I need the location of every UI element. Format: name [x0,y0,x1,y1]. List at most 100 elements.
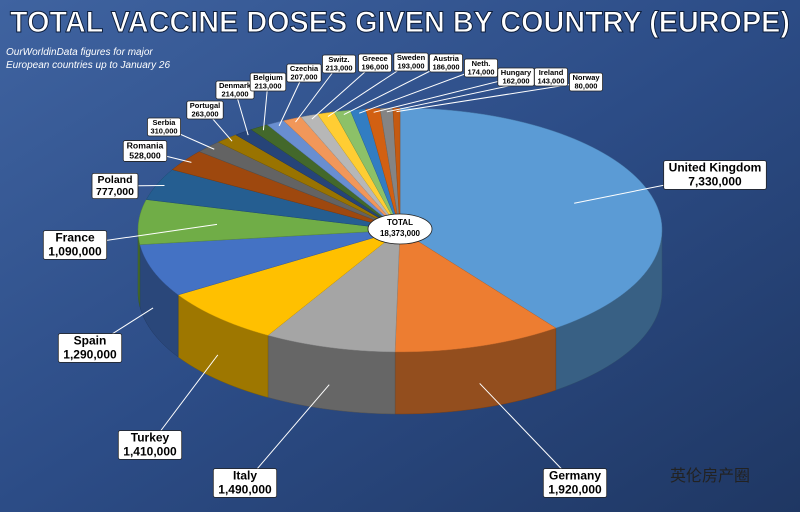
label-box [249,72,287,92]
leader-line [149,354,219,446]
label-value: 310,000 [150,126,177,135]
label-name: Ireland [539,68,564,77]
subtitle: OurWorldinData figures for major Europea… [6,47,170,71]
label-name: Portugal [190,101,220,110]
label-name: Hungary [501,68,532,77]
label-name: United Kingdom [669,161,762,175]
label-value: 193,000 [397,61,424,70]
label-name: Czechia [290,64,319,73]
label-name: Austria [433,54,460,63]
chart-title: TOTAL VACCINE DOSES GIVEN BY COUNTRY (EU… [10,6,790,39]
label-name: Turkey [131,431,170,445]
label-value: 186,000 [432,62,459,71]
label-name: Spain [74,334,107,348]
label-box [117,430,183,460]
label-name: Switz. [328,55,349,64]
label-box [322,54,356,74]
center-value: 18,373,000 [380,229,421,238]
label-box [464,58,498,78]
center-ellipse [367,213,433,245]
label-name: Romania [127,141,164,151]
pie [137,107,663,415]
label-value: 7,330,000 [688,174,742,188]
label-name: Sweden [397,53,426,62]
label-value: 196,000 [361,62,388,71]
subtitle-wrap: OurWorldinData figures for major Europea… [6,47,170,71]
label-value: 80,000 [575,81,598,90]
label-value: 213,000 [254,81,281,90]
label-value: 1,410,000 [123,444,177,458]
slice [145,169,401,231]
label-name: Neth. [472,59,491,68]
data-label: Switz.213,000 [322,54,356,74]
label-box [534,67,568,87]
label-name: Poland [97,174,132,186]
label-box [542,468,608,498]
center-badge: TOTAL 18,373,000 [367,213,433,245]
label-name: Belgium [253,73,283,82]
label-box [42,230,108,260]
label-box [663,160,767,190]
center-label: TOTAL [387,218,413,227]
slice [399,107,663,329]
slice [394,229,557,353]
label-name: France [55,231,95,245]
label-value: 143,000 [537,76,564,85]
data-label: Neth.174,000 [464,58,498,78]
slice [139,229,401,296]
label-box [393,52,429,72]
label-value: 174,000 [467,67,494,76]
label-box [286,63,322,83]
label-name: Germany [549,469,601,483]
watermark: 英伦房产圈 [670,467,750,485]
label-box [57,333,123,363]
label-value: 1,920,000 [548,482,602,496]
slice [267,229,401,353]
label-box [212,468,278,498]
leader-line [343,62,447,116]
label-box [358,53,392,73]
label-value: 1,090,000 [48,244,102,258]
leader-line [479,383,576,484]
label-value: 1,290,000 [63,347,117,361]
label-value: 777,000 [96,186,134,198]
label-box [186,100,224,120]
label-name: Denmark [219,81,252,90]
label-box [91,172,139,199]
slice [137,199,401,245]
leader-line [396,81,587,113]
label-value: 528,000 [129,151,161,161]
label-name: Serbia [153,118,177,127]
label-name: Norway [572,73,600,82]
leader-line [244,384,330,484]
label-value: 263,000 [191,109,218,118]
label-box [147,117,181,137]
label-value: 207,000 [290,72,317,81]
label-value: 213,000 [325,63,352,72]
label-value: 1,490,000 [218,482,272,496]
label-box [429,53,463,73]
leader-line [359,67,482,114]
label-box [569,72,603,92]
label-value: 214,000 [221,89,248,98]
